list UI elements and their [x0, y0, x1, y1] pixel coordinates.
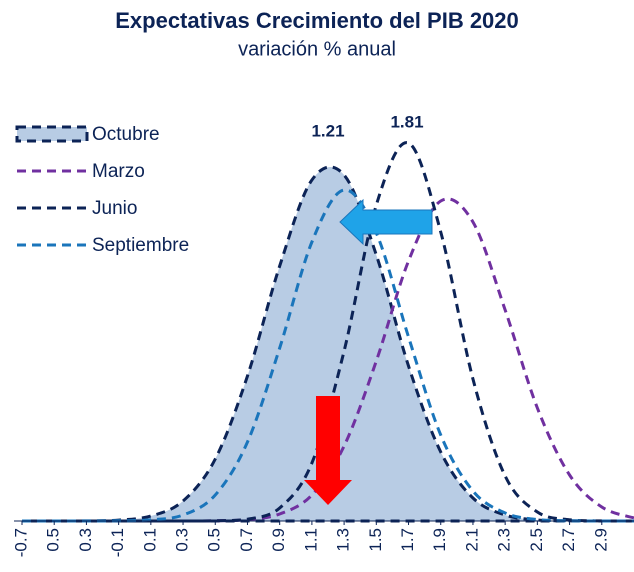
x-tick-label: 2.7	[559, 528, 578, 552]
x-tick-label: -0.7	[11, 528, 30, 557]
x-tick-label: 1.9	[430, 528, 449, 552]
legend-label: Junio	[92, 198, 137, 219]
x-tick-label: 0.3	[76, 528, 95, 552]
legend-label: Septiembre	[92, 235, 189, 256]
legend: Octubre Marzo Junio Septiembre	[15, 124, 189, 256]
x-tick-label: 0.1	[140, 528, 159, 552]
red-arrow	[304, 396, 352, 505]
annotation: 1.81	[390, 112, 423, 131]
x-tick-label: 2.5	[527, 528, 546, 552]
x-tick-label: 0.5	[44, 528, 63, 552]
x-tick-label: 1.1	[301, 528, 320, 552]
x-tick-label: 0.7	[237, 528, 256, 552]
x-tick-label: 2.1	[462, 528, 481, 552]
chart-subtitle: variación % anual	[238, 38, 396, 60]
x-tick-label: 1.7	[398, 528, 417, 552]
x-tick-label: 2.3	[495, 528, 514, 552]
chart-title: Expectativas Crecimiento del PIB 2020	[115, 8, 519, 33]
legend-swatch	[15, 125, 89, 143]
x-tick-label: 1.5	[366, 528, 385, 552]
x-tick-label: 0.9	[269, 528, 288, 552]
blue-arrow	[339, 198, 433, 246]
x-tick-label: 0.5	[205, 528, 224, 552]
x-tick-label: 2.9	[591, 528, 610, 552]
legend-label: Octubre	[92, 124, 160, 145]
x-tick-label: 0.3	[173, 528, 192, 552]
annotation: 1.21	[311, 121, 344, 140]
x-tick-label: -0.1	[108, 528, 127, 557]
legend-label: Marzo	[92, 161, 145, 182]
x-tick-label: 1.3	[334, 528, 353, 552]
